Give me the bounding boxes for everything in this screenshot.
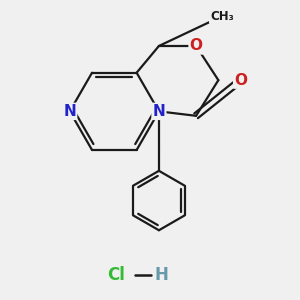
Text: CH₃: CH₃	[210, 10, 234, 23]
Text: Cl: Cl	[107, 266, 125, 284]
Text: H: H	[155, 266, 169, 284]
Text: N: N	[152, 104, 165, 119]
Text: O: O	[190, 38, 202, 53]
Text: O: O	[234, 73, 247, 88]
Text: N: N	[63, 104, 76, 119]
